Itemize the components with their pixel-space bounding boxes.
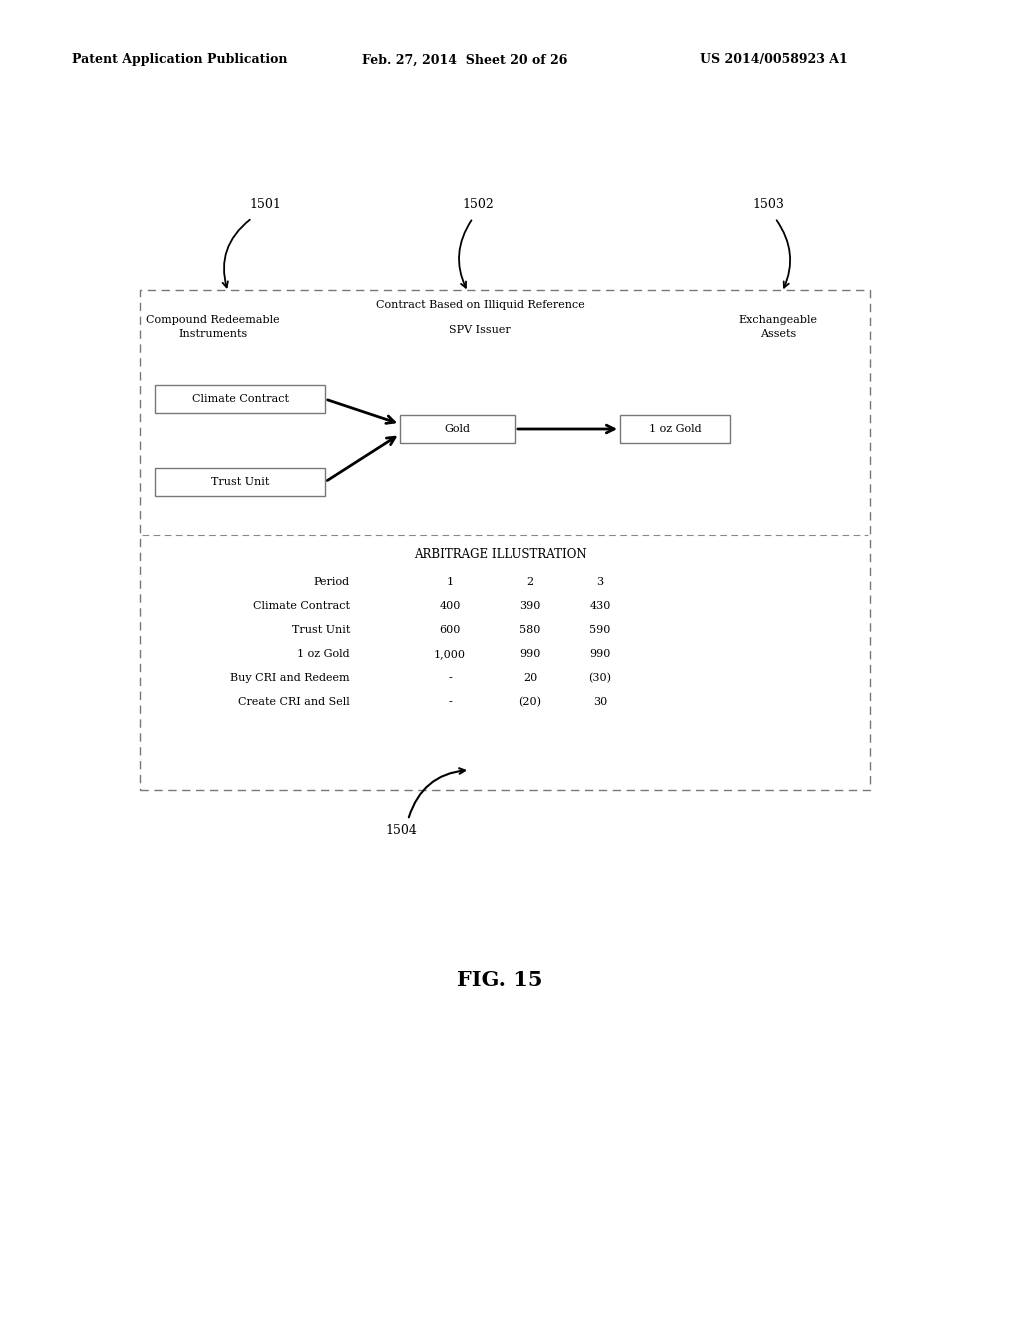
Text: 2: 2 xyxy=(526,577,534,587)
Text: Contract Based on Illiquid Reference: Contract Based on Illiquid Reference xyxy=(376,300,585,310)
Text: Period: Period xyxy=(314,577,350,587)
Text: 3: 3 xyxy=(596,577,603,587)
Text: Compound Redeemable
Instruments: Compound Redeemable Instruments xyxy=(146,315,280,339)
Bar xyxy=(620,414,730,444)
Text: Climate Contract: Climate Contract xyxy=(191,393,289,404)
Text: 1503: 1503 xyxy=(752,198,784,211)
Text: 1: 1 xyxy=(446,577,454,587)
Text: Trust Unit: Trust Unit xyxy=(292,624,350,635)
Bar xyxy=(155,385,325,413)
Text: (30): (30) xyxy=(589,673,611,684)
Text: 1502: 1502 xyxy=(462,198,494,211)
Text: 30: 30 xyxy=(593,697,607,708)
Text: -: - xyxy=(449,673,452,682)
Bar xyxy=(155,469,325,496)
Text: Feb. 27, 2014  Sheet 20 of 26: Feb. 27, 2014 Sheet 20 of 26 xyxy=(362,54,567,66)
Text: Climate Contract: Climate Contract xyxy=(253,601,350,611)
Text: 430: 430 xyxy=(590,601,610,611)
Text: Create CRI and Sell: Create CRI and Sell xyxy=(239,697,350,708)
Text: 1 oz Gold: 1 oz Gold xyxy=(648,424,701,434)
Text: US 2014/0058923 A1: US 2014/0058923 A1 xyxy=(700,54,848,66)
Bar xyxy=(400,414,515,444)
Text: SPV Issuer: SPV Issuer xyxy=(450,325,511,335)
Text: 1,000: 1,000 xyxy=(434,649,466,659)
Text: 1504: 1504 xyxy=(385,824,417,837)
Text: 590: 590 xyxy=(590,624,610,635)
Text: 400: 400 xyxy=(439,601,461,611)
Text: 600: 600 xyxy=(439,624,461,635)
Text: 580: 580 xyxy=(519,624,541,635)
Text: 390: 390 xyxy=(519,601,541,611)
Text: 20: 20 xyxy=(523,673,538,682)
Text: 1501: 1501 xyxy=(249,198,281,211)
Text: Buy CRI and Redeem: Buy CRI and Redeem xyxy=(230,673,350,682)
Text: FIG. 15: FIG. 15 xyxy=(458,970,543,990)
Text: (20): (20) xyxy=(518,697,542,708)
Text: 990: 990 xyxy=(519,649,541,659)
Bar xyxy=(140,290,870,789)
Text: Patent Application Publication: Patent Application Publication xyxy=(72,54,288,66)
Text: ARBITRAGE ILLUSTRATION: ARBITRAGE ILLUSTRATION xyxy=(414,549,587,561)
Text: -: - xyxy=(449,697,452,708)
Text: Exchangeable
Assets: Exchangeable Assets xyxy=(738,315,817,339)
Text: Trust Unit: Trust Unit xyxy=(211,477,269,487)
Text: 1 oz Gold: 1 oz Gold xyxy=(297,649,350,659)
Text: 990: 990 xyxy=(590,649,610,659)
Text: Gold: Gold xyxy=(444,424,470,434)
